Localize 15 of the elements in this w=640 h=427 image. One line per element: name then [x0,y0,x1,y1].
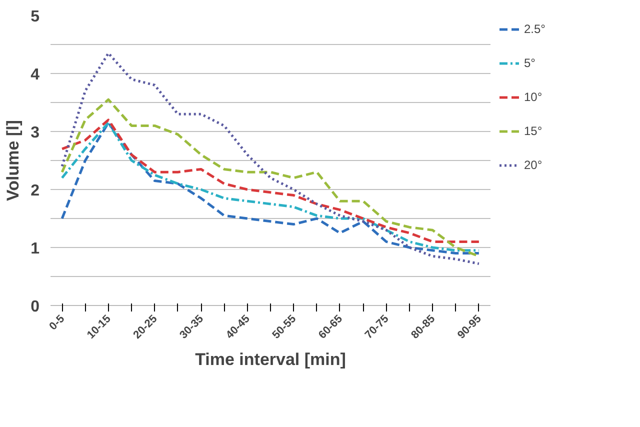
y-tick-label: 3 [30,124,40,142]
y-tick-label: 1 [30,240,40,258]
y-tick-label: 0 [30,298,40,316]
legend-label: 2.5° [524,22,546,36]
y-axis-title: Volume [l] [4,120,23,201]
x-axis-title: Time interval [min] [195,350,346,370]
legend-label: 10° [524,90,544,104]
legend-label: 15° [524,124,544,138]
legend-label: 5° [524,56,536,70]
y-tick-label: 5 [30,8,40,26]
y-tick-label: 4 [30,66,40,84]
line-series [60,52,480,265]
legend-label: 20° [524,158,544,172]
y-tick-label: 2 [30,182,40,200]
x-tick-label: 0-5 [47,312,68,333]
